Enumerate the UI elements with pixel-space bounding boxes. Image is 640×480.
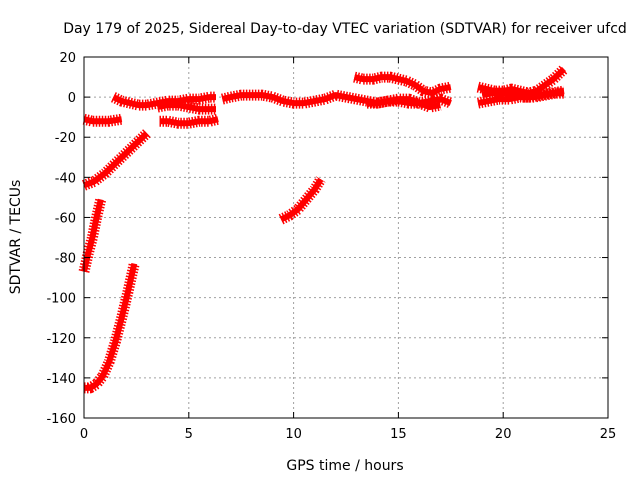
tick-labels: 0 5 10 15 20 25 20 0 -20 -40 -60 -80 -100 -120 -140 -16… (46, 51, 616, 442)
data-series (78, 65, 568, 394)
series-track-7 (279, 177, 324, 223)
series-points-8 (221, 89, 453, 109)
series-track-0 (83, 116, 123, 125)
x-tick-label: 15 (390, 427, 407, 442)
x-tick-label: 0 (80, 427, 88, 442)
y-tick-label: -40 (55, 171, 76, 186)
series-points-5 (78, 198, 107, 273)
y-tick-label: 20 (59, 51, 76, 66)
y-tick-label: -20 (55, 131, 76, 146)
plot-frame (83, 56, 609, 419)
series-track-3 (159, 116, 219, 127)
y-tick-label: -60 (55, 211, 76, 226)
series-track-2 (156, 102, 216, 113)
series-points-9 (353, 71, 452, 99)
series-points-10 (367, 93, 442, 113)
chart-title: Day 179 of 2025, Sidereal Day-to-day VTE… (63, 21, 627, 37)
x-tick-label: 10 (285, 427, 302, 442)
series-points-13 (481, 87, 564, 103)
x-tick-label: 20 (495, 427, 512, 442)
y-tick-label: -160 (46, 412, 76, 427)
x-axis-label: GPS time / hours (286, 458, 403, 474)
series-points-1 (110, 91, 216, 111)
x-tick-label: 25 (600, 427, 617, 442)
series-track-4 (82, 131, 149, 189)
axis-ticks (83, 56, 609, 419)
y-tick-label: -140 (46, 372, 76, 387)
series-points-6 (84, 262, 140, 394)
y-tick-label: -80 (55, 252, 76, 267)
x-tick-label: 5 (185, 427, 193, 442)
y-axis-label: SDTVAR / TECUs (8, 180, 24, 295)
y-tick-label: -100 (46, 292, 76, 307)
y-tick-label: -120 (46, 332, 76, 347)
y-tick-label: 0 (68, 91, 76, 106)
